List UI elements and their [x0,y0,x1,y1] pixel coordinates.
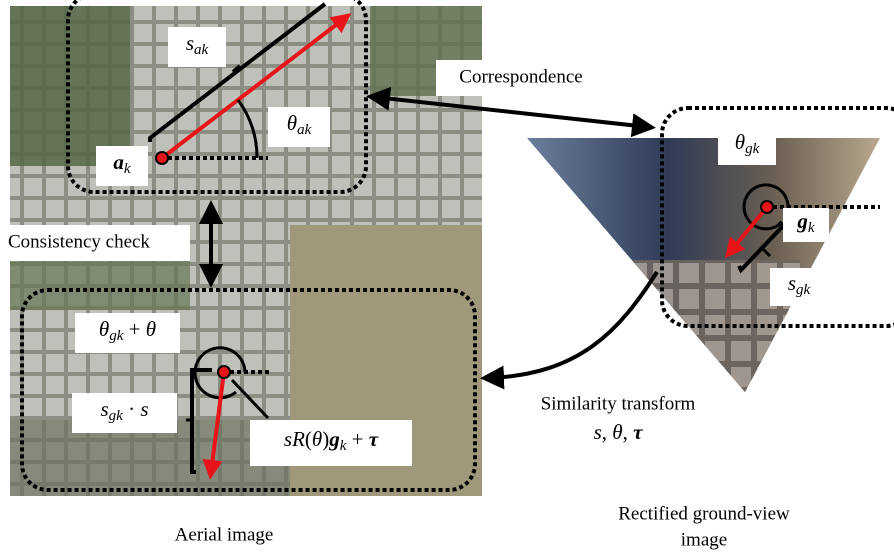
math-part: s [140,397,148,421]
math-part: τ [633,420,643,444]
math-part: gk [109,328,124,344]
consistency-label: Consistency check [8,231,150,252]
math-part: θ [146,317,156,341]
math-part: θ [312,427,322,451]
math-part: · [123,397,141,421]
diagram: Correspondence Consistency check Similar… [0,0,894,557]
math-part: s [100,397,108,421]
math-label: s, θ, τ [594,420,644,444]
caption: Aerial image [175,524,274,545]
caption: image [681,529,727,550]
math-part: s [788,271,796,295]
math-part: g [328,427,340,451]
math-part: θ [612,420,622,444]
math-part: gk [745,141,760,157]
math-part: ak [297,122,312,138]
caption: Rectified ground-view [618,503,790,524]
math-part: g [796,209,808,233]
math-part: θ [287,111,297,135]
math-part: θ [99,317,109,341]
math-part: , [602,420,613,444]
math-part: s [186,31,194,55]
math-part: sR [284,427,305,451]
math-part: ) [322,427,329,451]
correspondence-label: Correspondence [459,66,582,87]
math-part: θ [735,130,745,154]
math-part: + [346,427,368,451]
math-part: k [808,220,815,236]
math-part: ak [194,42,209,58]
math-part: ( [305,427,312,451]
math-label: sgk · s [100,397,148,425]
math-part: k [124,161,131,177]
math-part: + [123,317,145,341]
math-part: , [623,420,634,444]
math-label: θgk + θ [99,317,156,345]
math-part: τ [369,427,379,451]
transform-arrow [488,272,657,378]
math-part: s [594,420,602,444]
math-part: gk [796,282,811,298]
math-part: a [113,150,124,174]
similarity-label: Similarity transform [541,393,696,414]
math-label: sR(θ)gk + τ [284,427,379,455]
math-part: gk [109,408,124,424]
